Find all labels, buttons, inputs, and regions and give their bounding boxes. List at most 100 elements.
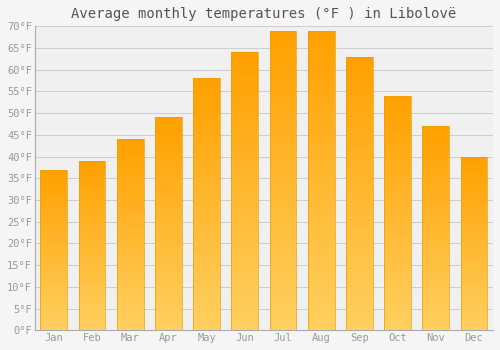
Bar <box>117 173 143 175</box>
Bar <box>422 307 449 310</box>
Bar <box>308 323 334 327</box>
Bar <box>193 176 220 179</box>
Bar <box>232 268 258 271</box>
Bar <box>384 163 411 166</box>
Bar <box>346 108 372 111</box>
Bar <box>117 177 143 180</box>
Bar <box>117 228 143 230</box>
Bar <box>78 182 106 184</box>
Bar <box>460 204 487 206</box>
Bar <box>460 215 487 217</box>
Bar <box>346 197 372 200</box>
Bar <box>460 287 487 289</box>
Bar <box>117 297 143 299</box>
Bar <box>422 203 449 205</box>
Bar <box>346 142 372 146</box>
Bar <box>308 158 334 162</box>
Bar <box>232 125 258 129</box>
Bar <box>460 191 487 194</box>
Bar <box>422 213 449 216</box>
Bar <box>78 262 106 265</box>
Bar <box>422 159 449 162</box>
Bar <box>384 322 411 324</box>
Bar <box>270 199 296 203</box>
Bar <box>384 295 411 298</box>
Bar <box>422 238 449 241</box>
Bar <box>422 193 449 195</box>
Bar <box>422 261 449 264</box>
Bar <box>155 205 182 208</box>
Bar <box>460 302 487 304</box>
Bar <box>193 91 220 94</box>
Bar <box>422 126 449 129</box>
Bar <box>422 292 449 295</box>
Bar <box>78 176 106 178</box>
Bar <box>346 289 372 293</box>
Bar <box>384 169 411 172</box>
Bar <box>384 219 411 222</box>
Bar <box>40 328 67 330</box>
Bar <box>270 293 296 296</box>
Bar <box>460 304 487 306</box>
Bar <box>117 223 143 225</box>
Bar <box>308 109 334 113</box>
Bar <box>308 315 334 319</box>
Bar <box>384 198 411 201</box>
Bar <box>193 267 220 271</box>
Bar <box>346 300 372 303</box>
Bar <box>155 144 182 147</box>
Bar <box>40 286 67 288</box>
Bar <box>78 184 106 186</box>
Bar <box>155 211 182 213</box>
Bar <box>422 216 449 218</box>
Bar <box>117 273 143 275</box>
Bar <box>270 38 296 42</box>
Bar <box>78 328 106 330</box>
Bar <box>117 299 143 302</box>
Bar <box>40 256 67 258</box>
Bar <box>460 278 487 280</box>
Bar <box>40 222 67 224</box>
Bar <box>460 295 487 298</box>
Bar <box>40 326 67 328</box>
Bar <box>193 289 220 293</box>
Bar <box>460 161 487 163</box>
Bar <box>155 184 182 187</box>
Bar <box>384 251 411 254</box>
Bar <box>193 135 220 138</box>
Bar <box>232 122 258 125</box>
Bar <box>155 152 182 155</box>
Bar <box>117 142 143 144</box>
Bar <box>346 217 372 221</box>
Bar <box>384 216 411 219</box>
Bar <box>78 169 106 172</box>
Bar <box>422 259 449 261</box>
Bar <box>270 203 296 206</box>
Bar <box>193 78 220 82</box>
Bar <box>346 323 372 327</box>
Bar <box>460 211 487 213</box>
Bar <box>155 147 182 149</box>
Bar <box>270 233 296 237</box>
Bar <box>193 170 220 173</box>
Bar <box>270 312 296 315</box>
Bar <box>232 163 258 167</box>
Bar <box>384 298 411 301</box>
Bar <box>155 208 182 211</box>
Bar <box>346 262 372 265</box>
Bar <box>232 254 258 257</box>
Bar <box>346 169 372 173</box>
Bar <box>155 165 182 168</box>
Bar <box>117 184 143 187</box>
Bar <box>384 119 411 122</box>
Bar <box>346 221 372 224</box>
Bar <box>270 102 296 106</box>
Bar <box>270 319 296 323</box>
Bar <box>270 135 296 139</box>
Bar <box>384 190 411 193</box>
Bar <box>40 322 67 324</box>
Bar <box>270 132 296 135</box>
Bar <box>460 232 487 235</box>
Bar <box>78 174 106 176</box>
Bar <box>155 328 182 330</box>
